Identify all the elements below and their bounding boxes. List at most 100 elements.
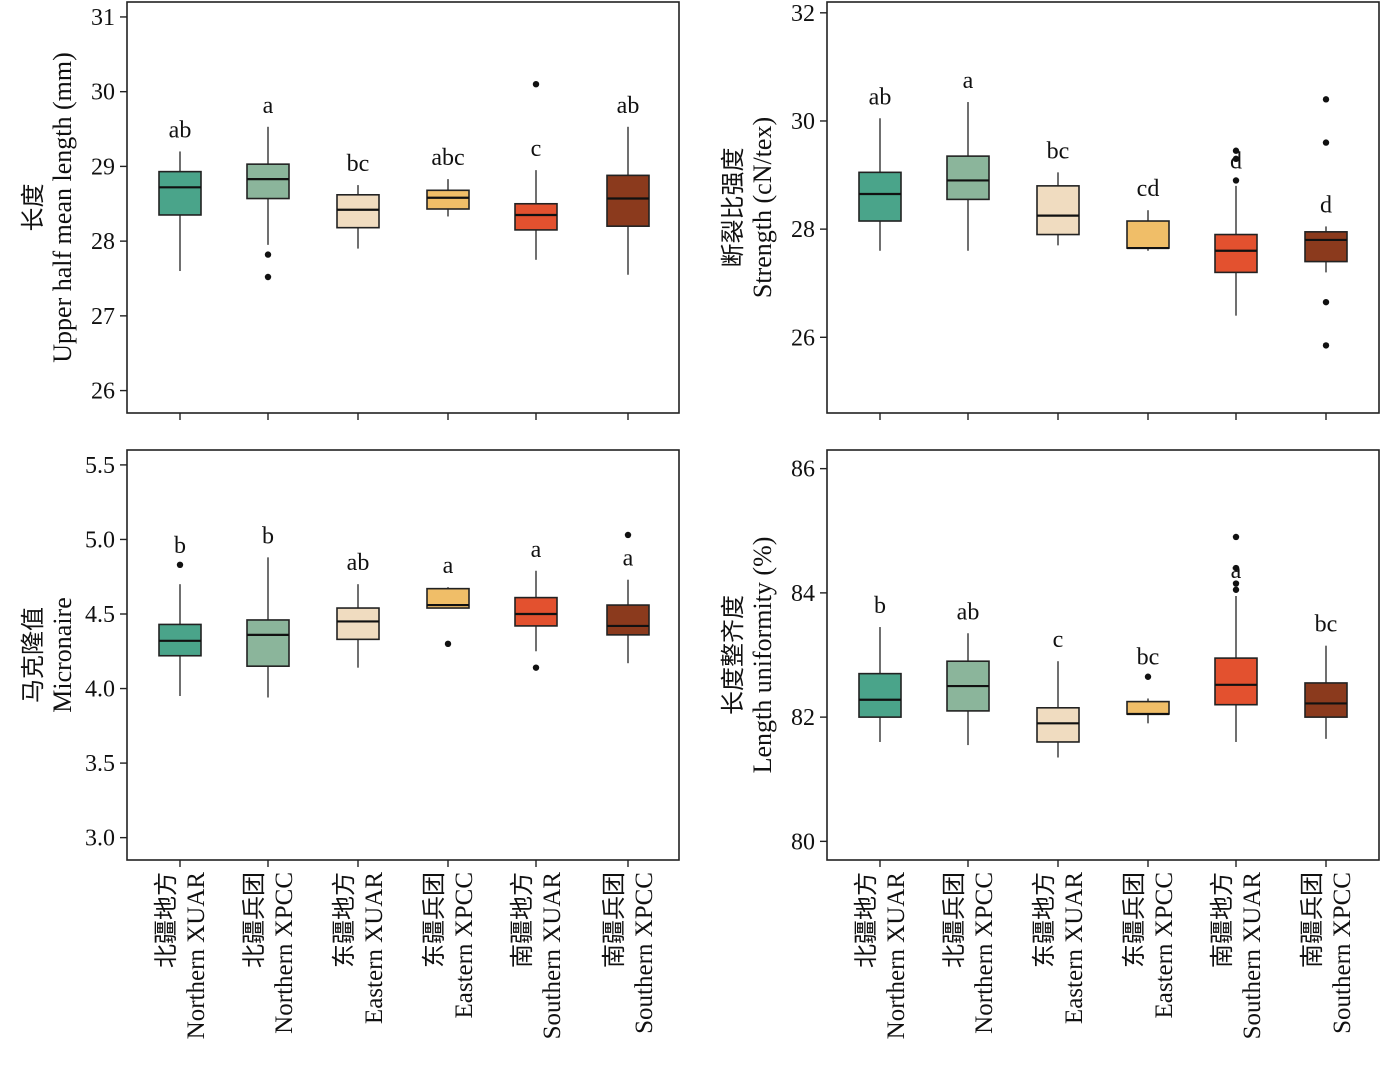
- x-category-label-en: Northern XPCC: [271, 872, 298, 1034]
- y-tick-label: 80: [791, 829, 815, 855]
- plot-frame: [126, 1, 680, 414]
- y-axis-label: 长度Upper half mean length (mm): [20, 52, 77, 362]
- outlier-point: [1232, 533, 1240, 541]
- outlier-point: [176, 561, 184, 568]
- significance-letter: bc: [1315, 612, 1338, 638]
- outlier-point: [1232, 580, 1240, 587]
- y-tick-label: 30: [91, 80, 115, 106]
- y-axis-label-en: Upper half mean length (mm): [48, 52, 77, 362]
- x-category-label: 北疆地方 Northern XUAR: [853, 872, 910, 1040]
- x-category-label-cn: 东疆地方: [1031, 872, 1058, 968]
- box-5: d: [1214, 147, 1258, 316]
- significance-letter: a: [1231, 558, 1242, 584]
- y-tick-label: 5.5: [85, 453, 115, 479]
- box-body: [336, 607, 380, 641]
- plot-frame: [826, 449, 1380, 861]
- x-category-label-cn: 北疆兵团: [241, 872, 268, 968]
- y-tick-label: 32: [791, 1, 815, 27]
- box-4: bc: [1126, 645, 1170, 724]
- y-tick-label: 3.5: [85, 751, 115, 777]
- panel-1: 26 27 28 29 30 31 长度Upper half mean length (mm…: [20, 1, 680, 420]
- x-category-label-en: Eastern XUAR: [1061, 872, 1088, 1024]
- x-category-label-en: Southern XPCC: [631, 872, 658, 1034]
- x-category-label-en: Northern XUAR: [183, 872, 210, 1040]
- box-6: bc: [1304, 612, 1348, 739]
- box-body: [1214, 233, 1258, 274]
- significance-letter: bc: [1047, 138, 1070, 164]
- box-body: [946, 155, 990, 201]
- box-1: b: [858, 593, 902, 742]
- outlier-point: [532, 81, 540, 88]
- significance-letter: c: [1053, 627, 1064, 653]
- box-5: c: [514, 81, 558, 260]
- x-category-label-cn: 南疆兵团: [1299, 872, 1326, 968]
- box-body: [514, 202, 558, 231]
- box-body: [514, 596, 558, 627]
- x-category-label-en: Eastern XPCC: [1151, 872, 1178, 1019]
- outlier-point: [1322, 139, 1330, 146]
- outlier-point: [1144, 673, 1152, 680]
- box-body: [246, 619, 290, 667]
- significance-letter: b: [262, 523, 274, 549]
- x-category-label-cn: 北疆地方: [153, 872, 180, 968]
- box-body: [1214, 657, 1258, 706]
- y-axis-label-cn: 长度: [20, 184, 47, 232]
- y-axis-label-cn: 长度整齐度: [720, 595, 747, 715]
- box-body: [1126, 220, 1170, 249]
- significance-letter: c: [531, 136, 542, 162]
- box-body: [858, 171, 902, 222]
- box-body: [858, 672, 902, 718]
- y-tick-label: 30: [791, 109, 815, 135]
- x-category-label-en: Southern XUAR: [1239, 872, 1266, 1040]
- outlier-point: [1232, 586, 1240, 593]
- x-category-label-cn: 东疆兵团: [1121, 872, 1148, 968]
- outlier-point: [264, 251, 272, 258]
- outlier-point: [1232, 177, 1240, 184]
- box-2: a: [946, 68, 990, 251]
- significance-letter: ab: [869, 84, 892, 110]
- y-axis-label-en: Length uniformity (%): [748, 537, 777, 774]
- y-axis-label-cn: 断裂比强度: [720, 148, 747, 268]
- x-category-label-en: Southern XPCC: [1329, 872, 1356, 1034]
- y-tick-label: 28: [791, 217, 815, 243]
- box-6: d: [1304, 96, 1348, 349]
- significance-letter: d: [1230, 148, 1242, 174]
- significance-letter: abc: [431, 145, 464, 171]
- y-axis-label-en: Micronaire: [48, 597, 77, 713]
- y-tick-label: 82: [791, 705, 815, 731]
- box-2: ab: [946, 599, 990, 746]
- outlier-point: [444, 640, 452, 648]
- y-axis-label: 长度整齐度Length uniformity (%): [720, 537, 777, 774]
- box-3: bc: [1036, 138, 1080, 246]
- box-body: [1036, 707, 1080, 743]
- significance-letter: ab: [617, 93, 640, 119]
- x-category-label-en: Eastern XPCC: [451, 872, 478, 1019]
- panel-2: 26 28 30 32 断裂比强度Strength (cN/tex) ab a bc cd d d: [720, 1, 1380, 420]
- box-5: a: [1214, 533, 1258, 742]
- x-category-label: 南疆兵团 Southern XPCC: [1299, 872, 1356, 1034]
- x-category-label-cn: 东疆兵团: [421, 872, 448, 968]
- significance-letter: ab: [169, 117, 192, 143]
- y-tick-label: 3.0: [85, 826, 115, 852]
- significance-letter: bc: [347, 151, 370, 177]
- box-body: [426, 587, 470, 609]
- y-axis-label-cn: 马克隆值: [20, 607, 47, 703]
- x-category-label: 东疆地方 Eastern XUAR: [1031, 872, 1088, 1024]
- significance-letter: cd: [1137, 176, 1160, 202]
- significance-letter: a: [263, 93, 274, 119]
- significance-letter: bc: [1137, 645, 1160, 671]
- y-axis-label: 马克隆值Micronaire: [20, 597, 77, 713]
- y-tick-label: 26: [91, 379, 115, 405]
- x-category-label-en: Eastern XUAR: [361, 872, 388, 1024]
- box-1: b: [158, 533, 202, 696]
- y-tick-label: 26: [791, 325, 815, 351]
- plot-frame: [826, 1, 1380, 414]
- x-category-label: 南疆地方 Southern XUAR: [509, 872, 566, 1040]
- x-category-label: 北疆地方 Northern XUAR: [153, 872, 210, 1040]
- box-1: ab: [158, 117, 202, 272]
- x-category-label-en: Northern XUAR: [883, 872, 910, 1040]
- box-3: bc: [336, 151, 380, 249]
- significance-letter: ab: [347, 550, 370, 576]
- box-body: [426, 189, 470, 210]
